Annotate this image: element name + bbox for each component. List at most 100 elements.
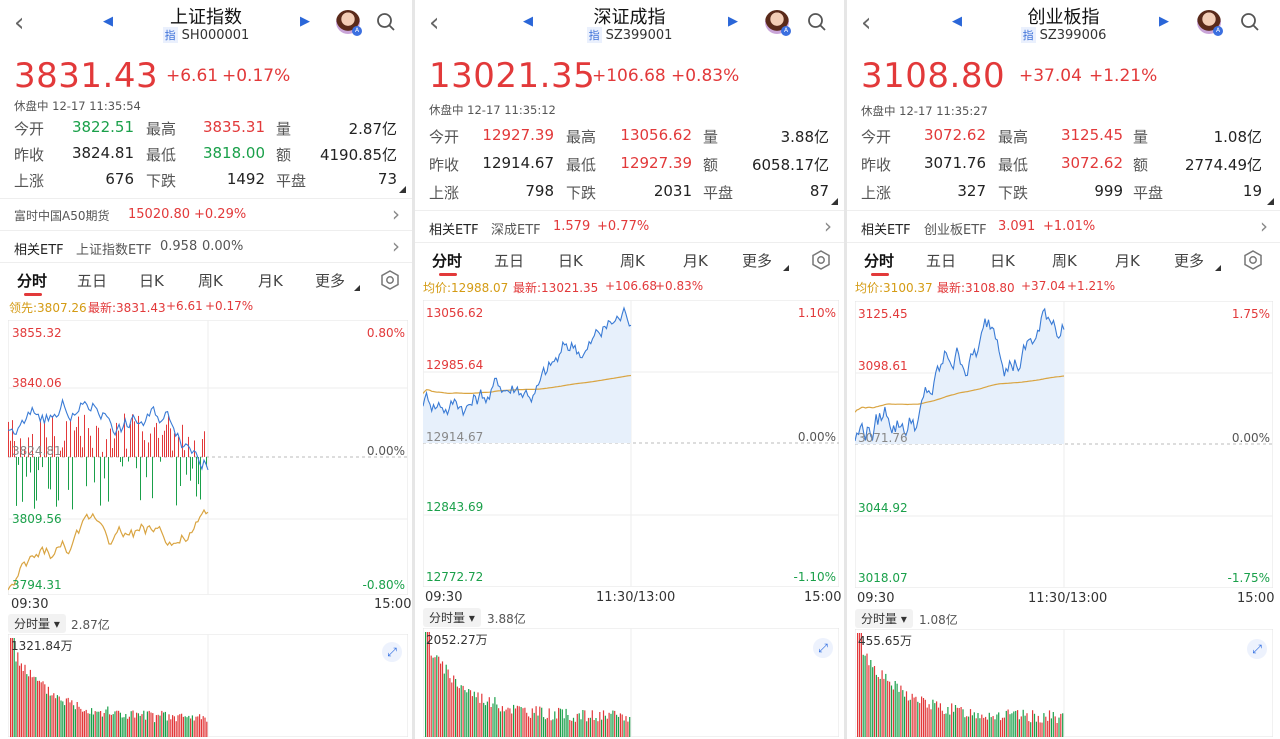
volume-bar-up bbox=[202, 716, 204, 737]
up-bar bbox=[66, 421, 67, 457]
up-bar bbox=[74, 430, 75, 457]
intraday-chart[interactable]: 13056.62 12985.64 12914.67 12843.69 1277… bbox=[423, 300, 839, 587]
volume-bar-up bbox=[1007, 709, 1009, 737]
tab-monthly-k[interactable]: 月K bbox=[258, 272, 283, 290]
tab-daily-k[interactable]: 日K bbox=[139, 272, 164, 290]
expand-chart-icon[interactable]: ⤢ bbox=[1247, 639, 1267, 659]
intraday-chart[interactable]: 3855.32 3840.06 3824.81 3809.56 3794.31 … bbox=[8, 320, 408, 595]
volume-bar-up bbox=[951, 703, 953, 737]
tab-weekly-k[interactable]: 周K bbox=[1052, 252, 1077, 270]
volume-bar-up bbox=[19, 665, 21, 737]
stat-label: 最高 bbox=[998, 128, 1029, 146]
latest-value: 最新:3108.80 bbox=[937, 281, 1015, 295]
volume-chart[interactable]: 455.65万 ⤢ bbox=[855, 629, 1273, 737]
chevron-right-icon[interactable]: › bbox=[392, 234, 400, 258]
tab-more[interactable]: 更多 bbox=[315, 272, 346, 290]
etf-row[interactable]: 相关ETF 创业板ETF 3.091 +1.01% › bbox=[847, 210, 1280, 242]
volume-bar-down bbox=[586, 721, 588, 737]
stat-value: 327 bbox=[957, 182, 986, 200]
avatar[interactable]: A bbox=[1197, 10, 1223, 36]
volume-bar-up bbox=[939, 703, 941, 737]
volume-bar-up bbox=[507, 707, 509, 737]
volume-chart[interactable]: 1321.84万 ⤢ bbox=[8, 634, 408, 737]
tab-five-day[interactable]: 五日 bbox=[926, 252, 957, 270]
pct-label-bottom: -1.75% bbox=[1227, 571, 1270, 585]
chevron-right-icon[interactable]: › bbox=[1260, 214, 1268, 238]
tab-intraday[interactable]: 分时 bbox=[432, 252, 463, 270]
volume-header: 分时量 ▾ 1.08亿 bbox=[855, 609, 1273, 629]
volume-bar-up bbox=[606, 718, 608, 737]
intraday-chart[interactable]: 3125.45 3098.61 3071.76 3044.92 3018.07 … bbox=[855, 301, 1273, 588]
volume-bar-down bbox=[954, 705, 957, 737]
stat-value: 2031 bbox=[653, 182, 692, 200]
search-icon[interactable] bbox=[1240, 12, 1260, 32]
volume-bar-up bbox=[937, 707, 940, 737]
volume-bar-down bbox=[1043, 713, 1045, 737]
volume-type-label: 分时量 bbox=[429, 611, 466, 625]
tab-monthly-k[interactable]: 月K bbox=[683, 252, 708, 270]
futures-row[interactable]: 富时中国A50期货 15020.80 +0.29% › bbox=[0, 198, 412, 230]
back-icon[interactable]: ‹ bbox=[429, 8, 440, 38]
expand-stats-icon[interactable] bbox=[1267, 198, 1274, 205]
settings-icon[interactable] bbox=[1243, 250, 1263, 270]
volume-type-dropdown[interactable]: 分时量 ▾ bbox=[423, 608, 481, 627]
volume-bar-up bbox=[118, 710, 120, 737]
settings-icon[interactable] bbox=[811, 250, 831, 270]
tab-weekly-k[interactable]: 周K bbox=[620, 252, 645, 270]
stat-label: 最高 bbox=[146, 120, 177, 138]
tab-more[interactable]: 更多 bbox=[1174, 252, 1205, 270]
expand-stats-icon[interactable] bbox=[399, 186, 406, 193]
time-start: 09:30 bbox=[11, 597, 49, 612]
tab-five-day[interactable]: 五日 bbox=[494, 252, 525, 270]
tab-monthly-k[interactable]: 月K bbox=[1115, 252, 1140, 270]
etf-name: 深成ETF bbox=[491, 223, 541, 238]
prev-index-icon[interactable]: ◀ bbox=[523, 14, 533, 29]
tab-intraday[interactable]: 分时 bbox=[864, 252, 895, 270]
avatar[interactable]: A bbox=[765, 10, 791, 36]
prev-index-icon[interactable]: ◀ bbox=[103, 14, 113, 29]
search-icon[interactable] bbox=[376, 12, 396, 32]
up-bar bbox=[168, 416, 169, 458]
chevron-right-icon[interactable]: › bbox=[392, 202, 400, 226]
volume-bar-up bbox=[526, 712, 528, 737]
volume-bar-down bbox=[904, 696, 906, 737]
volume-type-dropdown[interactable]: 分时量 ▾ bbox=[855, 609, 913, 628]
volume-bar-up bbox=[550, 720, 552, 737]
volume-bar-up bbox=[619, 713, 621, 737]
tab-intraday[interactable]: 分时 bbox=[17, 272, 48, 290]
expand-chart-icon[interactable]: ⤢ bbox=[813, 638, 833, 658]
tab-weekly-k[interactable]: 周K bbox=[198, 272, 223, 290]
back-icon[interactable]: ‹ bbox=[14, 8, 25, 38]
tab-daily-k[interactable]: 日K bbox=[558, 252, 583, 270]
avatar[interactable]: A bbox=[336, 10, 362, 36]
volume-bar-up bbox=[150, 712, 152, 737]
tab-daily-k[interactable]: 日K bbox=[990, 252, 1015, 270]
price-change: +106.68 bbox=[592, 66, 666, 86]
volume-chart[interactable]: 2052.27万 ⤢ bbox=[423, 628, 839, 737]
expand-stats-icon[interactable] bbox=[831, 198, 838, 205]
volume-type-dropdown[interactable]: 分时量 ▾ bbox=[8, 614, 66, 633]
tab-more[interactable]: 更多 bbox=[742, 252, 773, 270]
volume-bar-down bbox=[137, 713, 139, 737]
settings-icon[interactable] bbox=[380, 270, 400, 290]
pct-label-base: 0.00% bbox=[1231, 431, 1270, 445]
tab-five-day[interactable]: 五日 bbox=[77, 272, 108, 290]
next-index-icon[interactable]: ▶ bbox=[1159, 14, 1169, 29]
next-index-icon[interactable]: ▶ bbox=[728, 14, 738, 29]
back-icon[interactable]: ‹ bbox=[861, 8, 872, 38]
up-bar bbox=[60, 450, 61, 457]
volume-bar-up bbox=[471, 696, 473, 737]
volume-bar-up bbox=[516, 705, 518, 737]
down-bar bbox=[16, 457, 17, 506]
etf-row[interactable]: 相关ETF 上证指数ETF 0.958 0.00% › bbox=[0, 230, 412, 262]
up-bar bbox=[126, 448, 127, 458]
search-icon[interactable] bbox=[807, 12, 827, 32]
chevron-right-icon[interactable]: › bbox=[824, 214, 832, 238]
up-bar bbox=[20, 438, 21, 458]
expand-chart-icon[interactable]: ⤢ bbox=[382, 642, 402, 662]
next-index-icon[interactable]: ▶ bbox=[300, 14, 310, 29]
stats-row: 昨收 3824.81 最低 3818.00 额 4190.85亿 bbox=[0, 144, 412, 172]
volume-max-label: 455.65万 bbox=[858, 634, 912, 648]
prev-index-icon[interactable]: ◀ bbox=[952, 14, 962, 29]
etf-row[interactable]: 相关ETF 深成ETF 1.579 +0.77% › bbox=[415, 210, 844, 242]
